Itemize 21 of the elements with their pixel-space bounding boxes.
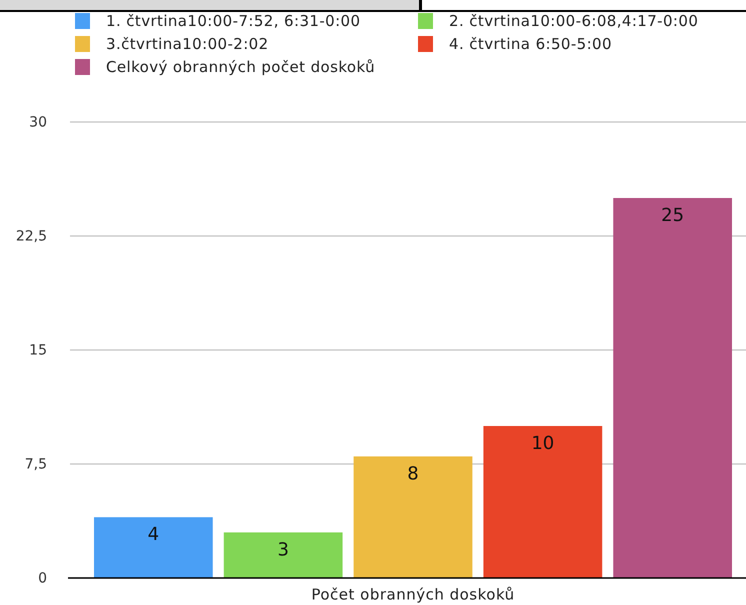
bar bbox=[483, 426, 602, 578]
bar bbox=[224, 532, 343, 578]
y-tick-label: 15 bbox=[29, 342, 47, 358]
bar bbox=[354, 456, 472, 578]
legend-label: 2. čtvrtina10:00-6:08,4:17-0:00 bbox=[449, 12, 698, 30]
data-label: 3 bbox=[277, 539, 289, 560]
bar bbox=[94, 517, 213, 578]
legend-label: 4. čtvrtina 6:50-5:00 bbox=[449, 35, 612, 53]
y-tick-label: 30 bbox=[29, 114, 47, 130]
x-tick-label: Počet obranných doskoků bbox=[311, 586, 515, 604]
bar bbox=[613, 198, 732, 578]
legend-label: 3.čtvrtina10:00-2:02 bbox=[106, 35, 269, 53]
y-tick-label: 7,5 bbox=[24, 456, 47, 472]
legend-label: 1. čtvrtina10:00-7:52, 6:31-0:00 bbox=[106, 12, 360, 30]
data-label: 10 bbox=[531, 433, 554, 454]
data-label: 4 bbox=[148, 524, 160, 546]
y-tick-label: 22,5 bbox=[16, 228, 47, 244]
data-label: 25 bbox=[661, 205, 684, 226]
legend-label: Celkový obranných počet doskoků bbox=[106, 58, 375, 76]
data-label: 8 bbox=[407, 463, 419, 484]
y-tick-label: 0 bbox=[38, 570, 47, 586]
